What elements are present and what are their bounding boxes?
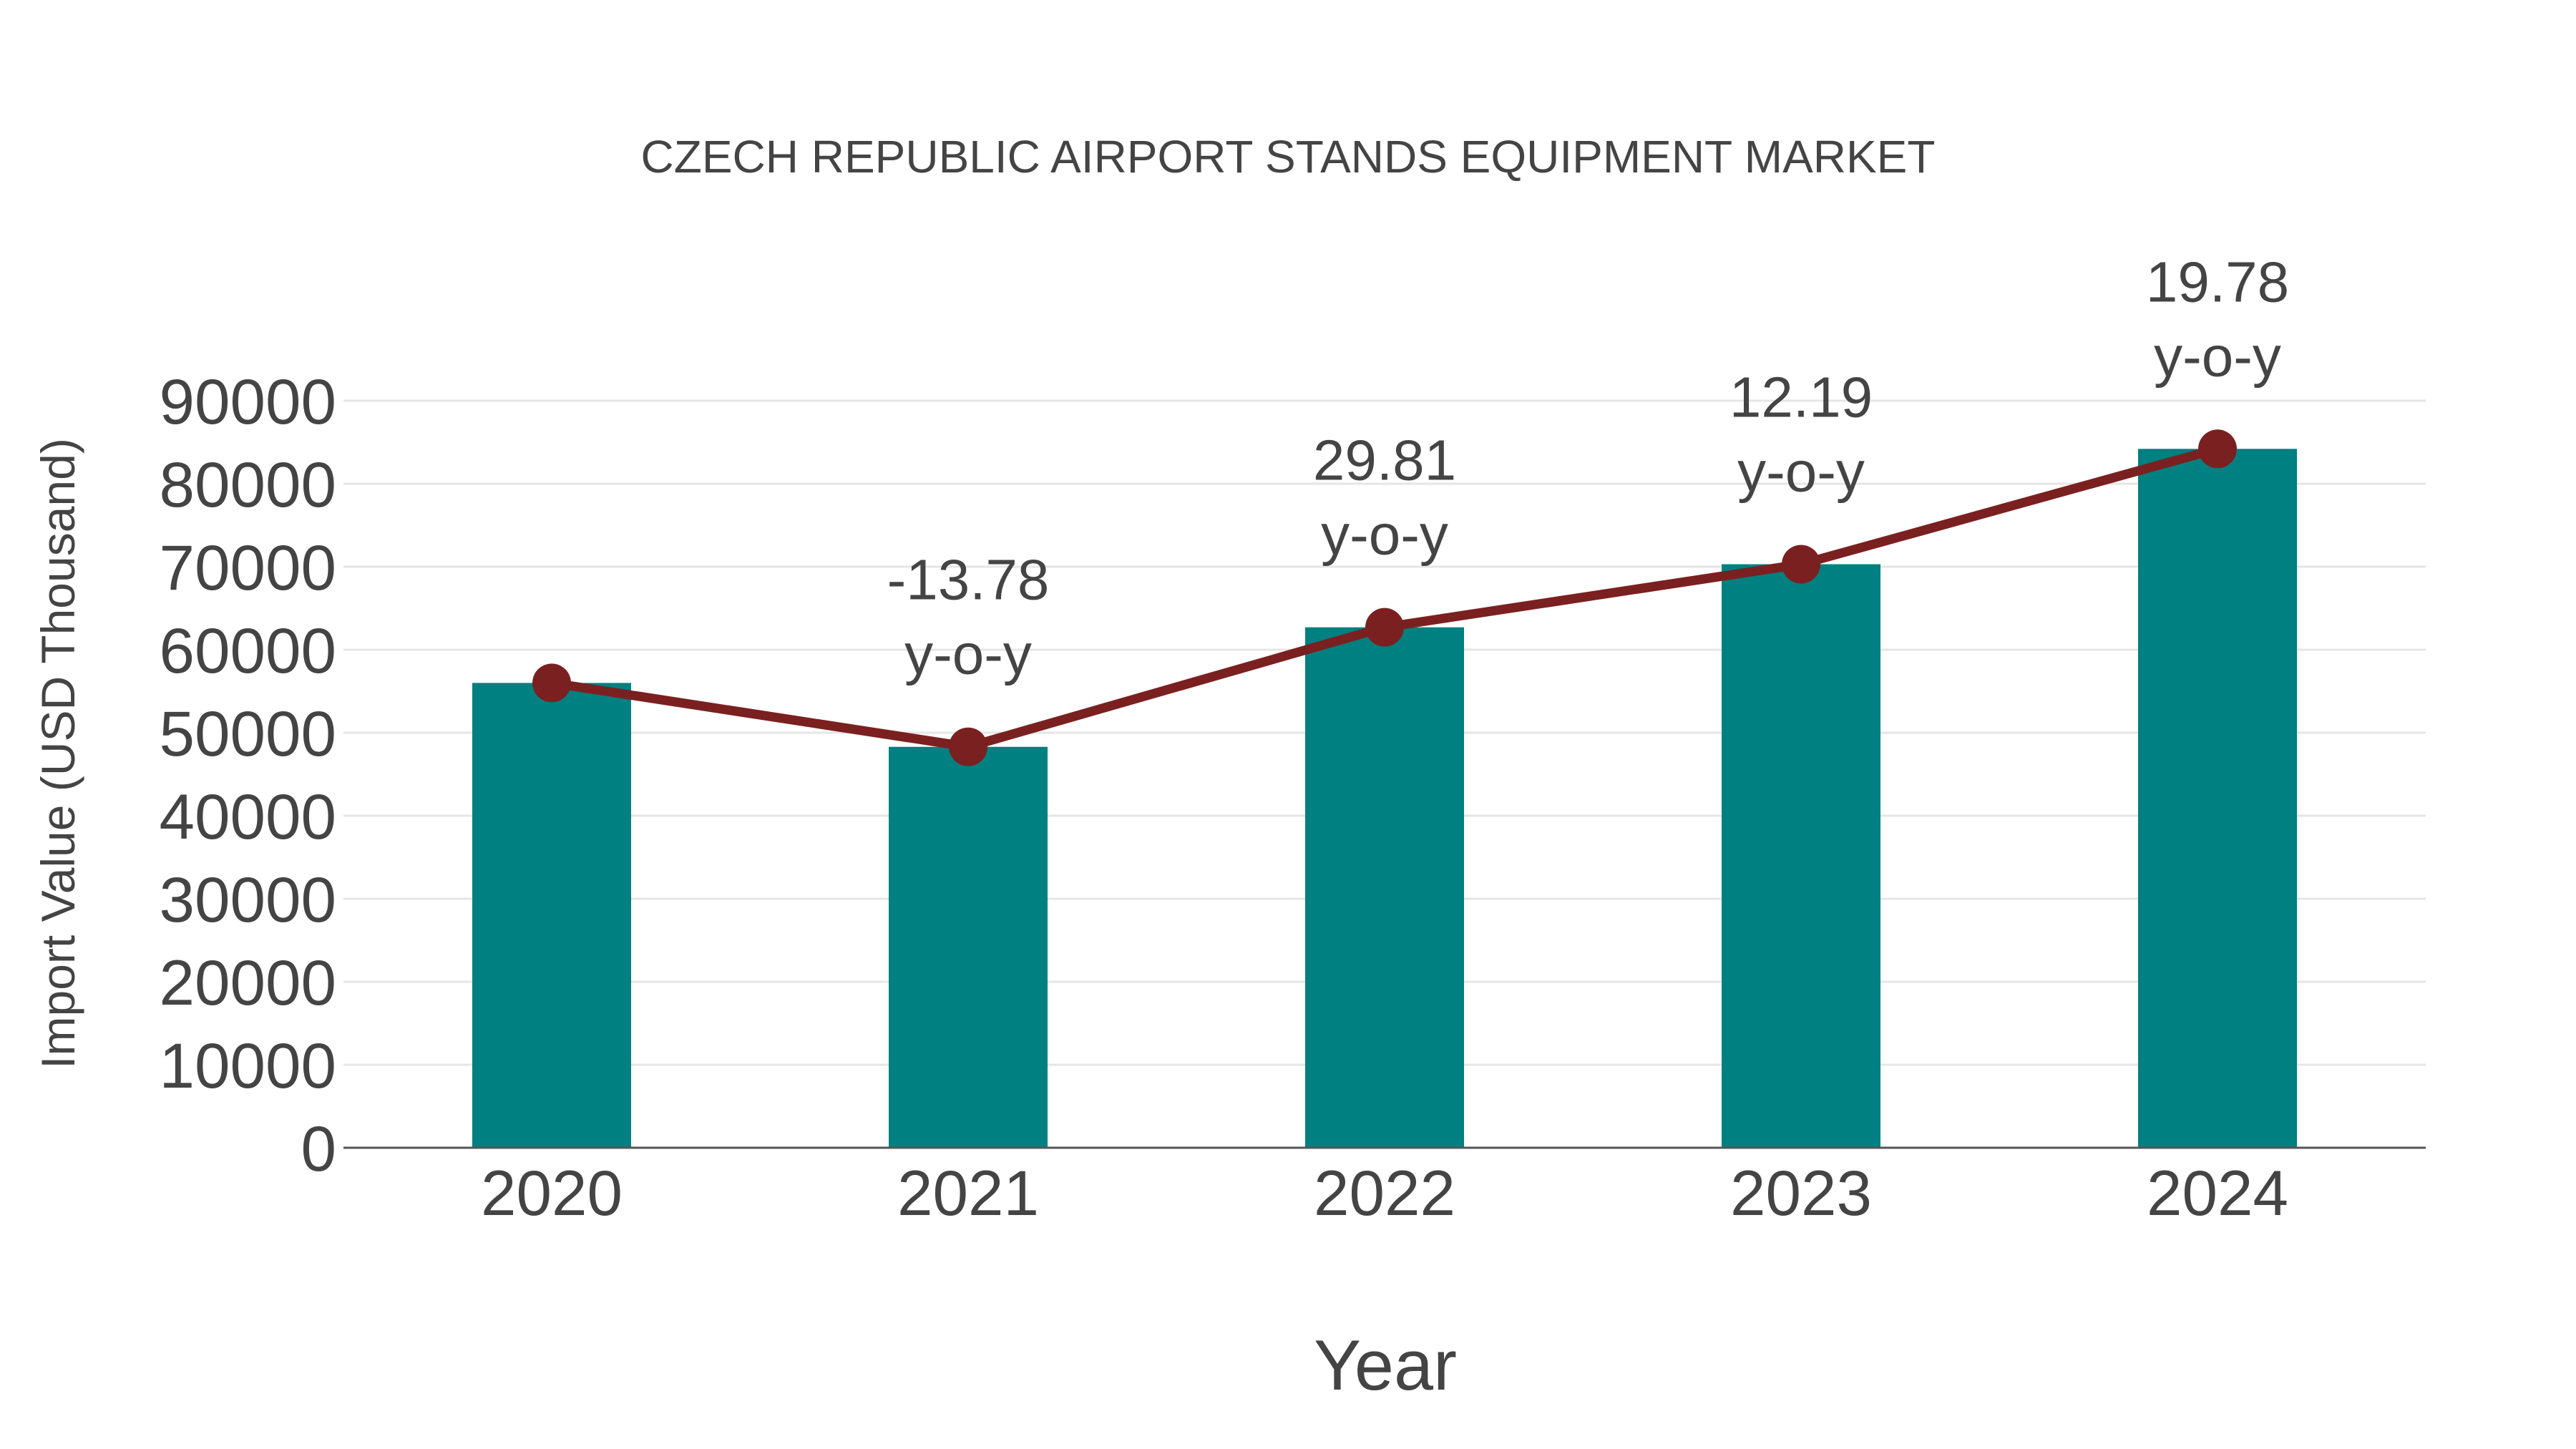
trend-marker-2020	[532, 663, 571, 703]
yoy-value: 29.81	[1313, 429, 1456, 492]
trend-marker-2023	[1782, 545, 1820, 584]
x-axis-ticks: 2020 2021 2022 2023 2024	[481, 1157, 2288, 1229]
y-tick-label: 90000	[160, 366, 337, 437]
yoy-value: -13.78	[887, 548, 1050, 612]
x-tick-label: 2021	[897, 1157, 1039, 1229]
y-tick-label: 50000	[160, 698, 337, 769]
annotation-2022: 29.81 y-o-y	[1313, 429, 1456, 567]
bar-2024	[2138, 449, 2297, 1148]
y-tick-label: 30000	[160, 864, 337, 935]
bar-2022	[1305, 627, 1464, 1148]
yoy-suffix: y-o-y	[1321, 503, 1448, 567]
yoy-suffix: y-o-y	[904, 623, 1032, 686]
y-tick-label: 0	[301, 1113, 337, 1184]
yoy-value: 19.78	[2146, 250, 2289, 313]
bars	[472, 449, 2297, 1148]
annotation-2021: -13.78 y-o-y	[887, 548, 1050, 686]
trend-marker-2022	[1365, 608, 1404, 647]
bar-2020	[472, 683, 631, 1148]
y-axis-ticks: 0 10000 20000 30000 40000 50000 60000 70000 8000…	[160, 366, 337, 1184]
y-tick-label: 80000	[160, 449, 337, 520]
bar-2023	[1722, 564, 1880, 1148]
x-tick-label: 2020	[481, 1157, 623, 1229]
trend-marker-2024	[2198, 429, 2237, 469]
y-tick-label: 10000	[160, 1030, 337, 1101]
x-tick-label: 2023	[1730, 1157, 1872, 1229]
y-axis-title: Import Value (USD Thousand)	[31, 438, 84, 1069]
x-tick-label: 2022	[1314, 1157, 1455, 1229]
yoy-value: 12.19	[1729, 366, 1873, 429]
x-axis-title: Year	[1314, 1325, 1457, 1405]
yoy-suffix: y-o-y	[1737, 440, 1865, 504]
chart-title: CZECH REPUBLIC AIRPORT STANDS EQUIPMENT …	[641, 131, 1936, 182]
trend-marker-2021	[949, 727, 987, 766]
bar-2021	[889, 746, 1048, 1148]
y-tick-label: 70000	[160, 532, 337, 603]
annotation-2023: 12.19 y-o-y	[1729, 366, 1873, 504]
trend-line	[532, 429, 2237, 766]
x-tick-label: 2024	[2147, 1157, 2288, 1229]
yoy-annotations: -13.78 y-o-y 29.81 y-o-y 12.19 y-o-y 19.78 y-o-…	[887, 250, 2290, 686]
annotation-2024: 19.78 y-o-y	[2146, 250, 2289, 388]
yoy-suffix: y-o-y	[2154, 324, 2281, 388]
y-tick-label: 20000	[160, 947, 337, 1018]
y-tick-label: 60000	[160, 615, 337, 686]
y-tick-label: 40000	[160, 781, 337, 852]
